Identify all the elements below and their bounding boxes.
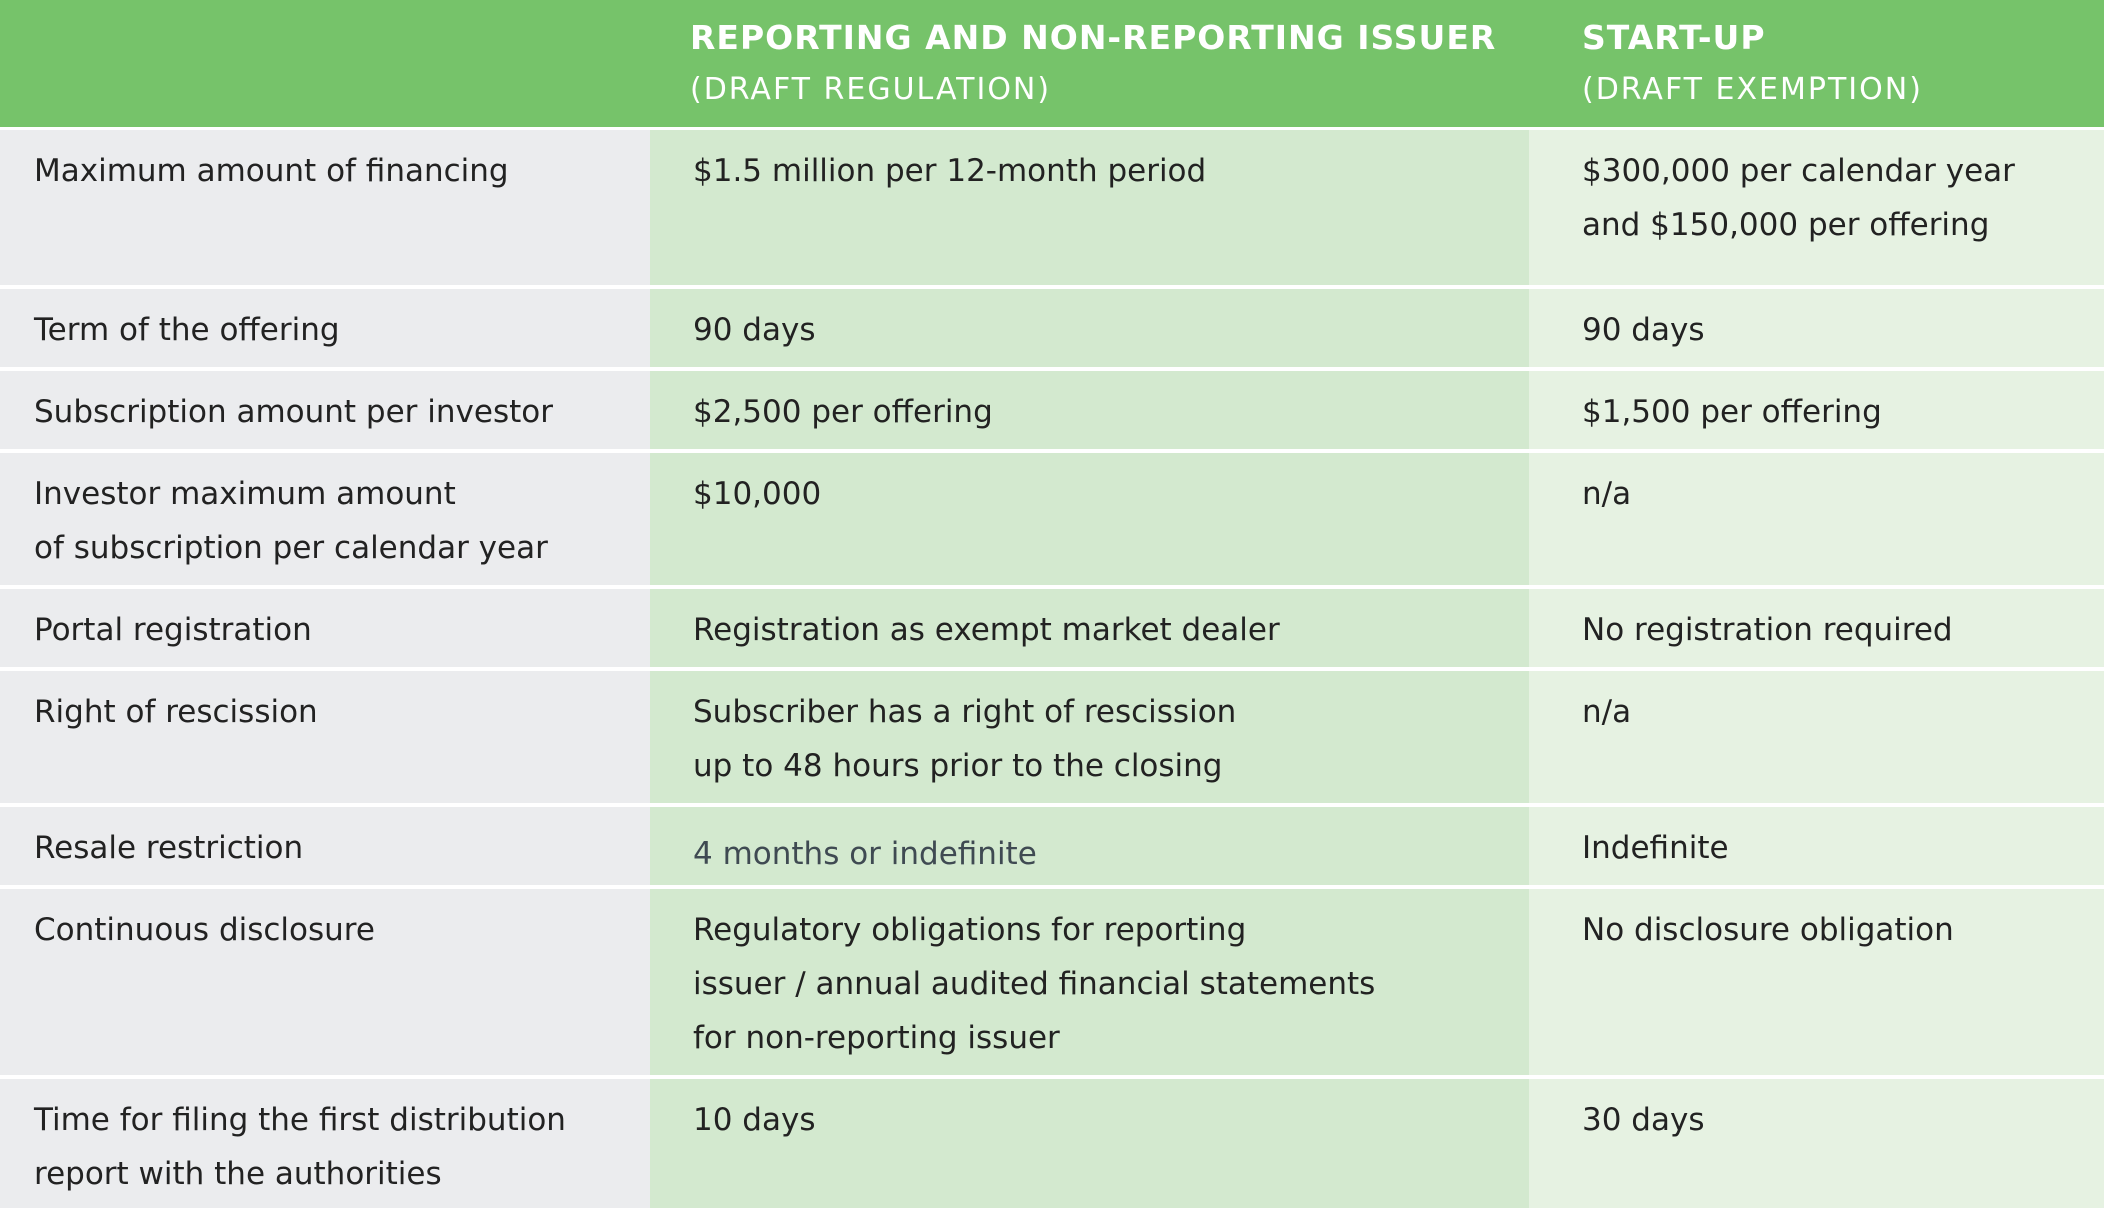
- start-up-line: $1,500 per offering: [1582, 394, 1882, 430]
- start-up-value: Indefinite: [1529, 807, 2104, 885]
- reporting-issuer-line: $1.5 million per 12-month period: [693, 153, 1207, 189]
- start-up-value: $1,500 per offering: [1529, 371, 2104, 449]
- table-row: Resale restriction 4 months or indefinit…: [0, 807, 2104, 889]
- header-reporting-title: REPORTING AND NON-REPORTING ISSUER: [690, 18, 1497, 57]
- row-label-line: report with the authorities: [34, 1156, 442, 1192]
- row-label: Continuous disclosure: [0, 889, 650, 1075]
- reporting-issuer-line: Regulatory obligations for reporting: [693, 912, 1247, 948]
- start-up-value: n/a: [1529, 453, 2104, 585]
- reporting-issuer-value: 4 months or indefinite: [650, 807, 1529, 885]
- table-row: Portal registration Registration as exem…: [0, 589, 2104, 671]
- reporting-issuer-line: for non-reporting issuer: [693, 1020, 1060, 1056]
- reporting-issuer-line: up to 48 hours prior to the closing: [693, 748, 1223, 784]
- header-start-up-title: START-UP: [1582, 18, 1766, 57]
- table-row: Time for filing the first distribution r…: [0, 1079, 2104, 1208]
- header-start-up: START-UP (DRAFT EXEMPTION): [1529, 0, 2104, 127]
- start-up-value: 30 days: [1529, 1079, 2104, 1208]
- start-up-line: n/a: [1582, 694, 1632, 730]
- table-row: Maximum amount of financing $1.5 million…: [0, 130, 2104, 289]
- start-up-line: $300,000 per calendar year: [1582, 153, 2015, 189]
- reporting-issuer-value: Subscriber has a right of rescission up …: [650, 671, 1529, 803]
- reporting-issuer-value: $2,500 per offering: [650, 371, 1529, 449]
- reporting-issuer-value: $10,000: [650, 453, 1529, 585]
- row-label: Portal registration: [0, 589, 650, 667]
- row-label: Right of rescission: [0, 671, 650, 803]
- table-row: Term of the offering 90 days 90 days: [0, 289, 2104, 371]
- row-label-line: Subscription amount per investor: [34, 394, 553, 430]
- row-label-line: of subscription per calendar year: [34, 530, 548, 566]
- reporting-issuer-line: Registration as exempt market dealer: [693, 612, 1280, 648]
- start-up-line: n/a: [1582, 476, 1632, 512]
- reporting-issuer-line: $2,500 per offering: [693, 394, 993, 430]
- start-up-line: 90 days: [1582, 312, 1705, 348]
- start-up-value: n/a: [1529, 671, 2104, 803]
- row-label-line: Term of the offering: [34, 312, 340, 348]
- header-reporting-issuer: REPORTING AND NON-REPORTING ISSUER (DRAF…: [650, 0, 1529, 127]
- reporting-issuer-value: 90 days: [650, 289, 1529, 367]
- header-reporting-subtitle: (DRAFT REGULATION): [690, 72, 1052, 107]
- start-up-value: No registration required: [1529, 589, 2104, 667]
- reporting-issuer-value: Registration as exempt market dealer: [650, 589, 1529, 667]
- row-label: Resale restriction: [0, 807, 650, 885]
- reporting-issuer-value: 10 days: [650, 1079, 1529, 1208]
- start-up-line: No registration required: [1582, 612, 1953, 648]
- table-row: Right of rescission Subscriber has a rig…: [0, 671, 2104, 807]
- start-up-line: 30 days: [1582, 1102, 1705, 1138]
- header-start-up-subtitle: (DRAFT EXEMPTION): [1582, 72, 1923, 107]
- start-up-value: 90 days: [1529, 289, 2104, 367]
- row-label-line: Right of rescission: [34, 694, 318, 730]
- header-empty-cell: [0, 0, 650, 127]
- start-up-line: No disclosure obligation: [1582, 912, 1954, 948]
- table-row: Continuous disclosure Regulatory obligat…: [0, 889, 2104, 1079]
- row-label-line: Resale restriction: [34, 830, 304, 866]
- row-label-line: Investor maximum amount: [34, 476, 456, 512]
- reporting-issuer-line: Subscriber has a right of rescission: [693, 694, 1237, 730]
- row-label: Investor maximum amount of subscription …: [0, 453, 650, 585]
- reporting-issuer-line: 10 days: [693, 1102, 816, 1138]
- row-label: Maximum amount of financing: [0, 130, 650, 285]
- row-label-line: Maximum amount of financing: [34, 153, 509, 189]
- reporting-issuer-line: 90 days: [693, 312, 816, 348]
- table-row: Subscription amount per investor $2,500 …: [0, 371, 2104, 453]
- start-up-value: No disclosure obligation: [1529, 889, 2104, 1075]
- row-label-line: Time for filing the first distribution: [34, 1102, 566, 1138]
- row-label: Subscription amount per investor: [0, 371, 650, 449]
- start-up-value: $300,000 per calendar year and $150,000 …: [1529, 130, 2104, 285]
- row-label: Term of the offering: [0, 289, 650, 367]
- reporting-issuer-line: $10,000: [693, 476, 822, 512]
- reporting-issuer-value: $1.5 million per 12-month period: [650, 130, 1529, 285]
- table-row: Investor maximum amount of subscription …: [0, 453, 2104, 589]
- start-up-line: Indefinite: [1582, 830, 1729, 866]
- table-header: REPORTING AND NON-REPORTING ISSUER (DRAF…: [0, 0, 2104, 130]
- row-label: Time for filing the first distribution r…: [0, 1079, 650, 1208]
- reporting-issuer-line: 4 months or indefinite: [693, 836, 1037, 872]
- reporting-issuer-line: issuer / annual audited financial statem…: [693, 966, 1376, 1002]
- row-label-line: Continuous disclosure: [34, 912, 375, 948]
- row-label-line: Portal registration: [34, 612, 312, 648]
- start-up-line: and $150,000 per offering: [1582, 207, 1990, 243]
- reporting-issuer-value: Regulatory obligations for reporting iss…: [650, 889, 1529, 1075]
